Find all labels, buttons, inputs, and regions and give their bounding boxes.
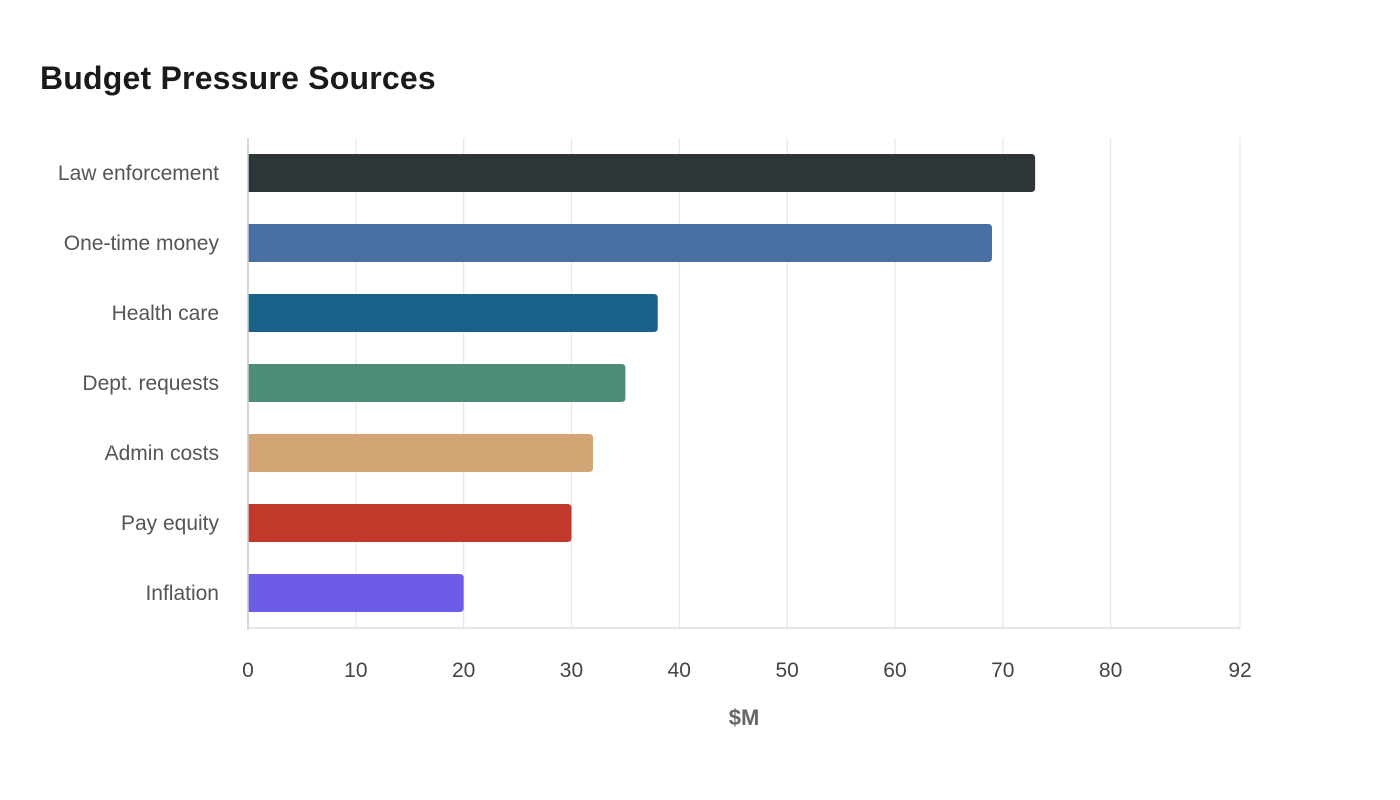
y-category-label: Health care: [112, 302, 219, 325]
x-tick-label: 50: [775, 659, 798, 682]
y-category-label: Dept. requests: [82, 372, 219, 395]
x-tick-label: 20: [452, 659, 475, 682]
axes: [247, 138, 1240, 630]
bar: [248, 294, 658, 332]
labels: 0 10 20 30 40 50 60 70 80 92 Law enforcement One-ti…: [58, 162, 1252, 682]
x-tick-label: 30: [560, 659, 583, 682]
y-category-label: Law enforcement: [58, 162, 219, 185]
y-category-label: Admin costs: [105, 442, 219, 465]
x-tick-label: 0: [242, 659, 254, 682]
bar: [248, 504, 572, 542]
x-tick-label: 92: [1228, 659, 1251, 682]
bar: [248, 574, 464, 612]
x-tick-label: 10: [344, 659, 367, 682]
bar: [248, 364, 626, 402]
x-tick-label: 70: [991, 659, 1014, 682]
y-category-label: Pay equity: [121, 512, 220, 535]
x-tick-label: 80: [1099, 659, 1122, 682]
bars: [248, 154, 1036, 612]
bar: [248, 154, 1036, 192]
y-category-label: Inflation: [145, 582, 219, 605]
chart-title: Budget Pressure Sources: [40, 60, 436, 96]
x-tick-label: 60: [883, 659, 906, 682]
bar: [248, 224, 992, 262]
bar: [248, 434, 594, 472]
x-axis-title: $M: [729, 705, 760, 730]
x-tick-label: 40: [668, 659, 691, 682]
y-category-label: One-time money: [64, 232, 220, 255]
